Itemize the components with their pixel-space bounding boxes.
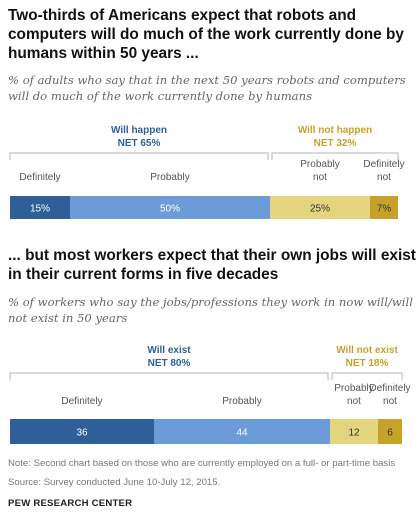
bar-segment-probably — [154, 419, 330, 444]
value-label-probably-not: 25% — [310, 204, 330, 215]
category-label-probably: Probably — [150, 172, 189, 183]
group-bracket-will-happen — [9, 152, 269, 160]
chart-1: Will happen NET 65% Will not happen NET 32%… — [9, 125, 405, 219]
category-label-definitely-not-line-1: Definitely — [369, 383, 410, 394]
category-label-probably-not-line-2: not — [313, 172, 327, 183]
bar-segment-probably-not — [330, 419, 378, 444]
category-label-definitely: Definitely — [19, 172, 60, 183]
group-bracket-will-not-exist — [331, 372, 403, 380]
category-label-definitely-not-line-2: not — [383, 396, 397, 407]
value-label-definitely: 15% — [30, 204, 50, 215]
category-label-probably-not-line-1: Probably — [334, 383, 373, 394]
chart-2-title: ... but most workers expect that their o… — [8, 247, 416, 283]
group-net-will-not-exist: NET 18% — [346, 358, 389, 369]
group-net-will-exist: NET 80% — [148, 358, 191, 369]
source-note: Source: Survey conducted June 10-July 12… — [8, 477, 221, 488]
bar-segment-definitely — [10, 419, 154, 444]
group-label-will-not-happen: Will not happen — [298, 125, 372, 136]
value-label-probably-not: 12 — [348, 428, 360, 439]
value-label-probably: 50% — [160, 204, 180, 215]
category-label-probably-not-line-2: not — [347, 396, 361, 407]
value-label-probably: 44 — [236, 428, 248, 439]
bar-segment-definitely-not — [370, 196, 398, 219]
category-label-definitely-not-line-2: not — [377, 172, 391, 183]
bar-segment-probably — [70, 196, 270, 219]
category-label-definitely-not-line-1: Definitely — [363, 159, 404, 170]
chart-2: Will exist NET 80% Will not exist NET 18% 36… — [9, 345, 411, 444]
bar-segment-definitely-not — [378, 419, 402, 444]
group-net-will-not-happen: NET 32% — [314, 138, 357, 149]
group-label-will-happen: Will happen — [111, 125, 167, 136]
value-label-definitely-not: 6 — [387, 428, 393, 439]
footnote: Note: Second chart based on those who ar… — [8, 458, 396, 469]
category-label-definitely: Definitely — [61, 396, 102, 407]
bar-segment-probably-not — [270, 196, 370, 219]
category-label-probably: Probably — [222, 396, 261, 407]
category-label-probably-not-line-1: Probably — [300, 159, 339, 170]
chart-1-title: Two-thirds of Americans expect that robo… — [8, 7, 404, 62]
group-label-will-exist: Will exist — [147, 345, 191, 356]
value-label-definitely-not: 7% — [377, 204, 392, 215]
chart-2-subtitle: % of workers who say the jobs/profession… — [8, 295, 413, 325]
group-net-will-happen: NET 65% — [118, 138, 161, 149]
group-label-will-not-exist: Will not exist — [336, 345, 398, 356]
bar-segment-definitely — [10, 196, 70, 219]
group-bracket-will-not-happen — [271, 152, 399, 160]
group-bracket-will-exist — [9, 372, 329, 380]
chart-1-subtitle: % of adults who say that in the next 50 … — [8, 73, 406, 103]
brand-label: PEW RESEARCH CENTER — [8, 498, 133, 509]
value-label-definitely: 36 — [76, 428, 88, 439]
